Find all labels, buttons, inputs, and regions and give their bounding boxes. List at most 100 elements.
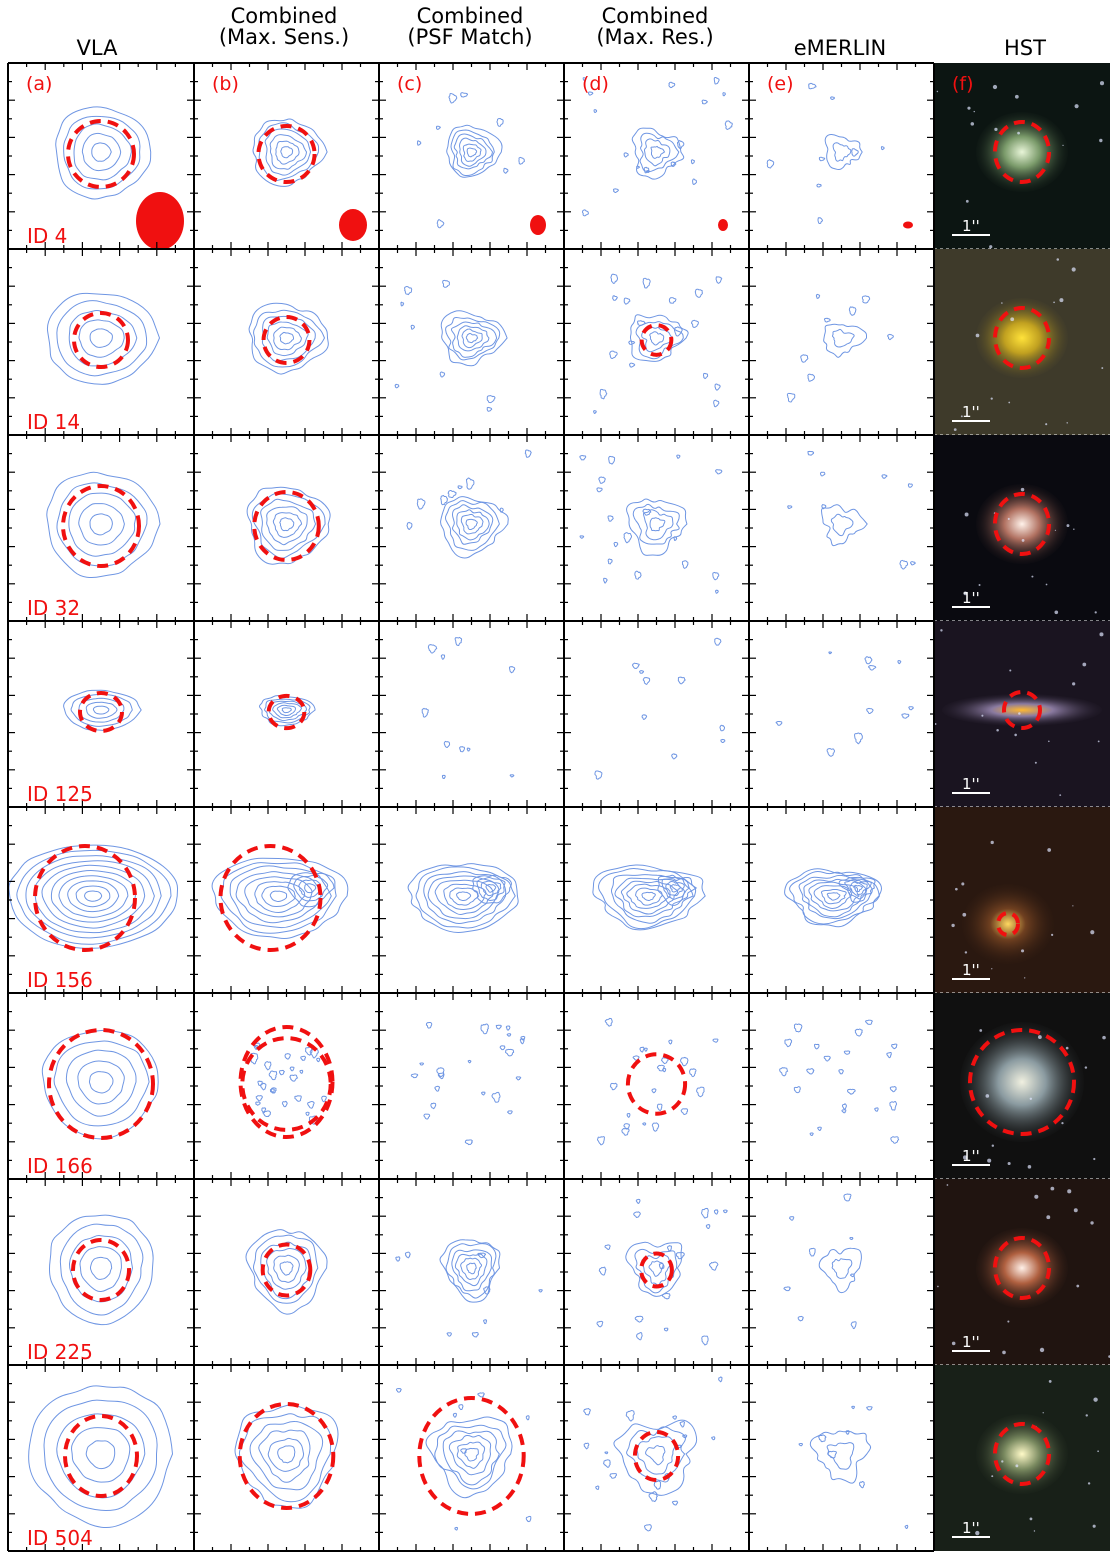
panel-background bbox=[8, 807, 194, 993]
panel-max-res bbox=[564, 1365, 749, 1551]
panel-vla: (a) ID 4 bbox=[8, 63, 194, 250]
noise-contour bbox=[850, 1321, 857, 1330]
field-star bbox=[940, 629, 943, 632]
field-star bbox=[978, 584, 981, 587]
column-header-emerlin: eMERLIN bbox=[793, 36, 887, 60]
noise-contour bbox=[651, 1088, 657, 1094]
noise-contour bbox=[847, 1088, 856, 1095]
noise-contour bbox=[656, 1103, 663, 1112]
noise-contour bbox=[714, 383, 721, 391]
noise-contour bbox=[639, 670, 645, 674]
panel-emerlin bbox=[749, 993, 934, 1179]
noise-contour bbox=[596, 487, 603, 493]
panel-emerlin bbox=[749, 1179, 934, 1365]
panel-background bbox=[749, 1365, 934, 1551]
panel-psf-match bbox=[379, 1179, 564, 1365]
noise-contour bbox=[623, 297, 631, 305]
noise-contour bbox=[807, 373, 816, 382]
field-star bbox=[991, 968, 993, 970]
noise-contour bbox=[612, 188, 619, 194]
source-row: ID 125 1'' bbox=[8, 621, 1110, 808]
source-contour bbox=[645, 1445, 666, 1466]
source-contour bbox=[831, 1258, 853, 1279]
panel-background bbox=[379, 249, 564, 435]
source-contour bbox=[465, 518, 478, 531]
source-contour bbox=[450, 129, 495, 177]
noise-contour bbox=[507, 1110, 513, 1115]
noise-contour bbox=[671, 1500, 679, 1506]
noise-contour bbox=[515, 1076, 522, 1081]
field-star bbox=[964, 512, 969, 517]
noise-contour bbox=[481, 1091, 486, 1096]
noise-contour bbox=[404, 285, 413, 296]
scale-bar-label: 1'' bbox=[962, 1147, 980, 1165]
source-contour bbox=[70, 693, 133, 727]
panel-background bbox=[564, 1179, 749, 1365]
noise-contour bbox=[694, 288, 704, 298]
column-header-max-sens: Combined (Max. Sens.) bbox=[218, 4, 350, 49]
field-star bbox=[1099, 138, 1103, 143]
noise-contour bbox=[849, 1236, 854, 1241]
field-star bbox=[1099, 632, 1104, 637]
noise-contour bbox=[680, 1056, 689, 1067]
panel-background bbox=[564, 249, 749, 435]
column-header-hst: HST bbox=[1004, 36, 1046, 60]
noise-contour bbox=[643, 166, 650, 174]
panel-vla: ID 156 bbox=[8, 807, 194, 993]
source-contour bbox=[649, 331, 665, 346]
noise-contour bbox=[676, 454, 681, 459]
source-contour bbox=[254, 881, 306, 914]
source-contour bbox=[456, 509, 490, 541]
marker-ring bbox=[993, 120, 1051, 184]
source-contour bbox=[78, 503, 125, 546]
noise-contour bbox=[268, 1070, 278, 1081]
source-contour bbox=[798, 874, 873, 920]
noise-contour bbox=[643, 1047, 648, 1052]
noise-contour bbox=[841, 1109, 847, 1114]
field-star bbox=[996, 729, 999, 732]
noise-contour bbox=[518, 156, 525, 165]
noise-contour bbox=[692, 178, 698, 186]
source-contour bbox=[809, 1430, 872, 1484]
source-contour bbox=[784, 868, 882, 928]
noise-contour bbox=[289, 1074, 299, 1082]
field-star bbox=[951, 923, 955, 928]
lobe-contour bbox=[472, 874, 512, 904]
marker-ring bbox=[417, 1396, 526, 1516]
marker-ring bbox=[47, 1028, 155, 1140]
noise-contour bbox=[789, 1216, 795, 1221]
noise-contour bbox=[447, 489, 457, 499]
noise-contour bbox=[316, 1057, 321, 1063]
noise-contour bbox=[440, 654, 446, 660]
source-contour bbox=[598, 868, 697, 930]
source-contour bbox=[53, 1040, 150, 1127]
noise-contour bbox=[628, 340, 636, 345]
noise-contour bbox=[425, 1021, 433, 1029]
source-contour bbox=[73, 123, 132, 181]
source-contour bbox=[264, 128, 312, 176]
axis-ticks bbox=[749, 435, 934, 621]
scale-bar-label: 1'' bbox=[962, 1519, 980, 1537]
panel-background bbox=[8, 993, 194, 1179]
marker-ring bbox=[968, 1028, 1076, 1136]
panel-background bbox=[564, 993, 749, 1179]
noise-contour bbox=[854, 732, 863, 745]
noise-contour bbox=[604, 1017, 613, 1027]
noise-contour bbox=[897, 659, 902, 665]
panel-emerlin: (e) bbox=[749, 63, 934, 249]
source-contour bbox=[440, 310, 508, 367]
noise-contour bbox=[819, 471, 826, 477]
noise-contour bbox=[690, 159, 695, 165]
noise-contour bbox=[673, 326, 683, 337]
noise-contour bbox=[270, 1087, 277, 1094]
source-contour bbox=[248, 302, 329, 375]
noise-contour bbox=[458, 1404, 464, 1411]
noise-contour bbox=[395, 1387, 402, 1393]
source-contour bbox=[464, 1447, 479, 1462]
lobe-contour bbox=[669, 884, 681, 893]
marker-ring bbox=[71, 1238, 131, 1302]
panel-hst: 1'' bbox=[934, 807, 1110, 994]
source-contour bbox=[445, 316, 501, 361]
noise-contour bbox=[596, 1320, 604, 1328]
noise-contour bbox=[467, 1059, 472, 1064]
